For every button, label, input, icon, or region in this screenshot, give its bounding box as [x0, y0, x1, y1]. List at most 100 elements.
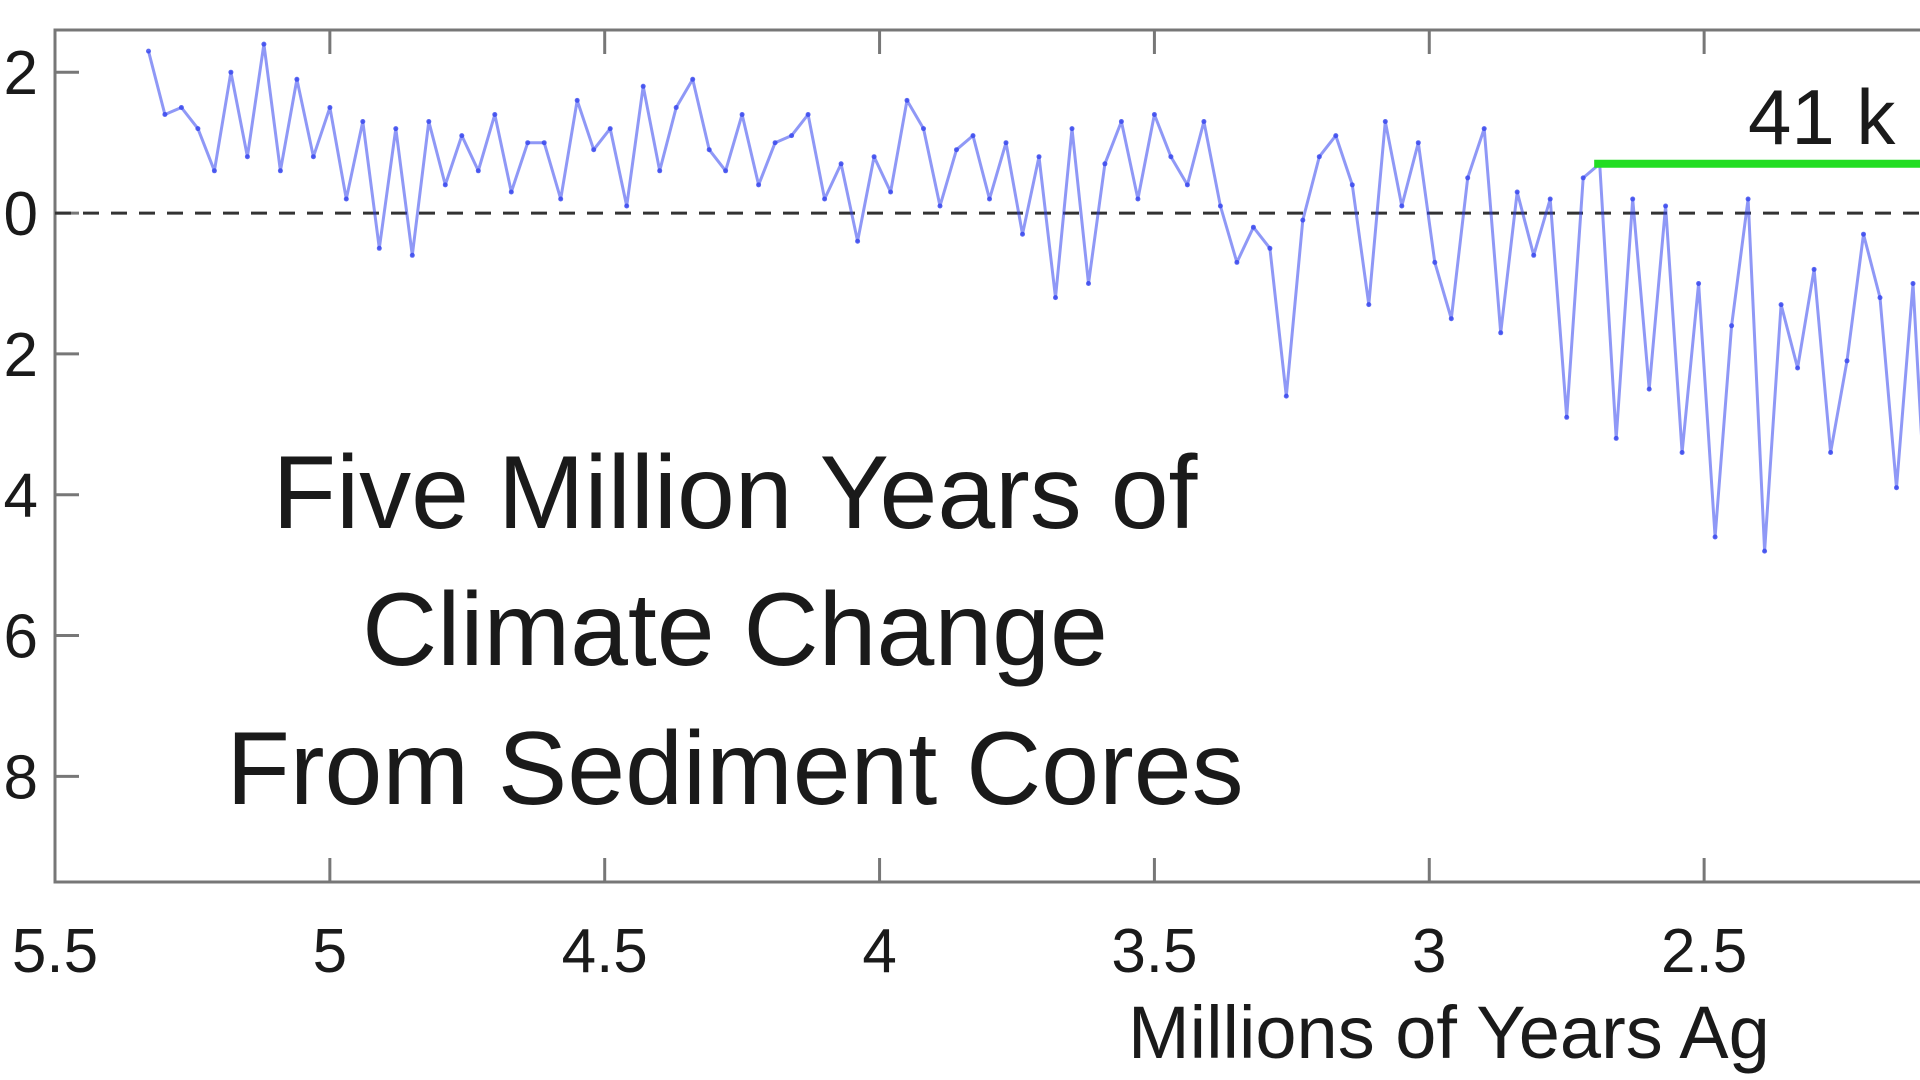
data-point	[1481, 126, 1487, 132]
data-point	[409, 252, 415, 258]
data-point	[1778, 302, 1784, 308]
data-point	[475, 168, 481, 174]
data-point	[1580, 175, 1586, 181]
data-point	[1250, 224, 1256, 230]
data-point	[327, 105, 333, 110]
y-tick-label: 0	[4, 180, 38, 249]
data-point	[1663, 203, 1669, 209]
y-tick-label: 8	[4, 743, 38, 812]
data-point	[954, 147, 959, 153]
chart-title-line-3: From Sediment Cores	[226, 711, 1243, 827]
data-point	[1514, 189, 1520, 195]
x-tick-label: 5.5	[12, 917, 98, 986]
series-layer	[146, 41, 1920, 554]
data-point	[805, 112, 811, 117]
data-point	[1547, 196, 1553, 202]
data-point	[1415, 140, 1421, 146]
data-point	[1795, 365, 1801, 371]
y-tick-label: 6	[4, 603, 38, 672]
data-point	[1745, 196, 1751, 202]
data-point	[1003, 140, 1009, 146]
data-point	[1432, 259, 1438, 265]
data-point	[1151, 112, 1157, 117]
data-point	[1613, 435, 1619, 441]
data-point	[1053, 295, 1058, 301]
data-point	[640, 83, 646, 89]
y-tick-label: 2	[4, 321, 38, 390]
data-point	[1086, 281, 1091, 286]
data-point	[426, 119, 432, 124]
data-point	[211, 168, 217, 174]
data-point	[574, 97, 580, 103]
data-point	[1894, 485, 1899, 491]
data-point	[1069, 126, 1075, 132]
y-axis-ticks	[55, 70, 79, 778]
data-point	[838, 161, 844, 167]
data-point	[591, 147, 597, 153]
data-point	[1712, 534, 1718, 540]
data-point	[789, 133, 795, 139]
data-point	[624, 203, 630, 209]
data-point	[1300, 217, 1306, 223]
data-point	[492, 112, 498, 117]
data-point	[1267, 245, 1273, 251]
data-point	[294, 76, 300, 82]
data-point	[1020, 231, 1025, 237]
data-point	[1448, 316, 1454, 322]
data-point	[376, 245, 382, 251]
data-point	[739, 112, 745, 117]
data-point	[1861, 231, 1866, 237]
data-point	[442, 182, 448, 188]
data-point	[360, 119, 366, 124]
data-point	[1118, 119, 1124, 124]
data-point	[261, 41, 267, 47]
x-axis-label: Millions of Years Ag	[1128, 991, 1770, 1074]
x-tick-labels: 5.5 5 4.5 4 3.5 3 2.5	[12, 917, 1747, 986]
y-tick-labels: 2 0 2 4 6 8	[4, 39, 38, 812]
plot-frame	[53, 28, 1920, 884]
data-point	[673, 105, 679, 110]
data-point	[871, 154, 877, 160]
data-point	[690, 76, 696, 82]
data-point	[1184, 182, 1190, 188]
data-point	[1102, 161, 1108, 167]
data-point	[1234, 259, 1240, 265]
data-point	[393, 126, 399, 132]
data-point	[706, 147, 712, 153]
data-point	[756, 182, 762, 188]
data-point	[1217, 203, 1223, 209]
data-point	[888, 189, 894, 195]
data-point	[541, 140, 547, 146]
data-point	[558, 196, 564, 202]
data-point	[1811, 266, 1817, 272]
chart-title-line-2: Climate Change	[362, 572, 1108, 688]
data-point	[228, 69, 234, 75]
x-tick-label: 4	[862, 917, 896, 986]
data-point	[1498, 330, 1504, 336]
data-point	[937, 203, 943, 209]
data-point	[1135, 196, 1141, 202]
data-point	[904, 97, 910, 103]
data-point	[1828, 450, 1834, 455]
data-point	[1630, 196, 1636, 202]
data-point	[1349, 182, 1355, 188]
data-point	[162, 112, 168, 117]
data-point	[1036, 154, 1042, 160]
x-tick-label: 3	[1412, 917, 1446, 986]
data-point	[1729, 323, 1735, 329]
data-point	[459, 133, 465, 139]
x-axis-ticks	[53, 30, 1706, 882]
data-point	[1283, 393, 1289, 399]
data-point	[970, 133, 976, 139]
x-tick-label: 2.5	[1661, 917, 1747, 986]
data-point	[1316, 154, 1322, 160]
data-point	[1910, 281, 1916, 286]
data-point	[987, 196, 992, 202]
data-point	[723, 168, 729, 174]
chart-title-line-1: Five Million Years of	[273, 435, 1199, 551]
data-point	[1564, 414, 1570, 420]
annotation-label: 41 k	[1748, 73, 1896, 161]
data-point	[343, 196, 349, 202]
x-tick-label: 3.5	[1111, 917, 1197, 986]
